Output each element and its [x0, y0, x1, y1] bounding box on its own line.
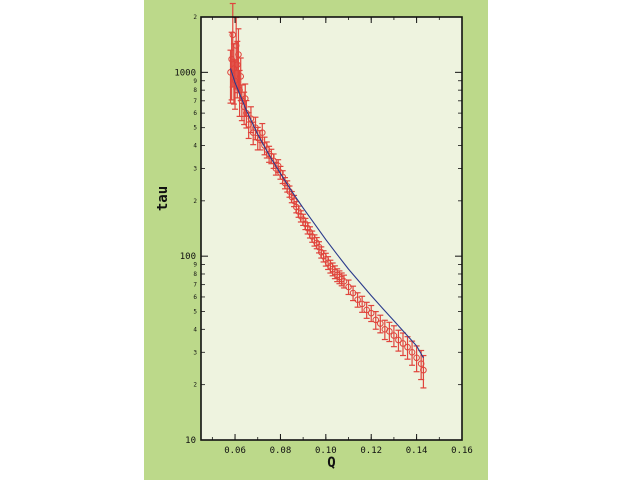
data-point — [395, 336, 402, 344]
data-point — [390, 332, 398, 339]
y-axis-title: tau — [155, 186, 171, 211]
y-minor-tick-label: 9 — [193, 262, 197, 269]
data-point — [363, 306, 370, 314]
data-point — [270, 157, 277, 165]
data-point — [354, 296, 361, 303]
y-minor-tick-label: 4 — [193, 142, 197, 149]
data-point — [237, 73, 245, 80]
y-minor-tick-label: 7 — [193, 282, 197, 289]
data-point — [372, 316, 380, 324]
plot-area — [201, 17, 462, 440]
data-point — [234, 61, 241, 69]
y-minor-tick-label: 2 — [193, 382, 197, 389]
data-point — [258, 129, 266, 136]
fit-line — [229, 68, 424, 359]
data-point — [404, 343, 411, 351]
y-minor-tick-label: 5 — [193, 125, 197, 132]
y-tick-label: 100 — [180, 252, 196, 262]
data-point — [279, 173, 287, 181]
x-tick-label: 0.08 — [270, 446, 292, 456]
x-tick-label: 0.10 — [315, 446, 337, 456]
data-point — [399, 340, 407, 347]
y-tick-label: 1000 — [174, 68, 196, 78]
y-minor-tick-label: 5 — [193, 309, 197, 316]
y-minor-tick-label: 8 — [193, 271, 197, 278]
x-tick-label: 0.06 — [224, 446, 246, 456]
y-minor-tick-label: 2 — [193, 198, 197, 205]
y-minor-tick-label: 3 — [193, 349, 197, 356]
data-point — [413, 354, 420, 362]
data-layer — [227, 2, 427, 389]
y-tick-label: 10 — [185, 436, 196, 446]
x-axis-title: Q — [327, 455, 335, 471]
y-minor-tick-label: 6 — [193, 110, 197, 117]
data-point — [376, 320, 384, 327]
y-minor-tick-label: 3 — [193, 165, 197, 172]
axes-layer: 0.06 0.08 0.10 0.12 0.14 0.16 10 100 1000 2 3 4 5 6 7 8… — [174, 14, 473, 456]
data-point — [408, 348, 416, 356]
data-point — [367, 309, 375, 317]
x-tick-label: 0.14 — [406, 446, 428, 456]
data-point — [340, 277, 348, 285]
data-point — [241, 95, 249, 102]
y-minor-tick-label: 6 — [193, 294, 197, 301]
data-point — [386, 328, 393, 335]
x-tick-label: 0.16 — [451, 446, 473, 456]
data-point — [229, 31, 237, 39]
data-point — [345, 283, 352, 291]
data-point — [290, 197, 298, 205]
y-minor-tick-label: 2 — [193, 14, 197, 21]
y-minor-tick-label: 8 — [193, 87, 197, 94]
y-minor-tick-label: 4 — [193, 326, 197, 333]
data-point — [235, 51, 242, 58]
y-minor-tick-label: 9 — [193, 78, 197, 85]
axes-frame — [200, 16, 463, 441]
y-minor-tick-label: 7 — [193, 98, 197, 105]
data-point — [420, 366, 427, 374]
data-point — [358, 300, 366, 308]
x-tick-label: 0.12 — [360, 446, 382, 456]
data-point — [247, 115, 255, 122]
